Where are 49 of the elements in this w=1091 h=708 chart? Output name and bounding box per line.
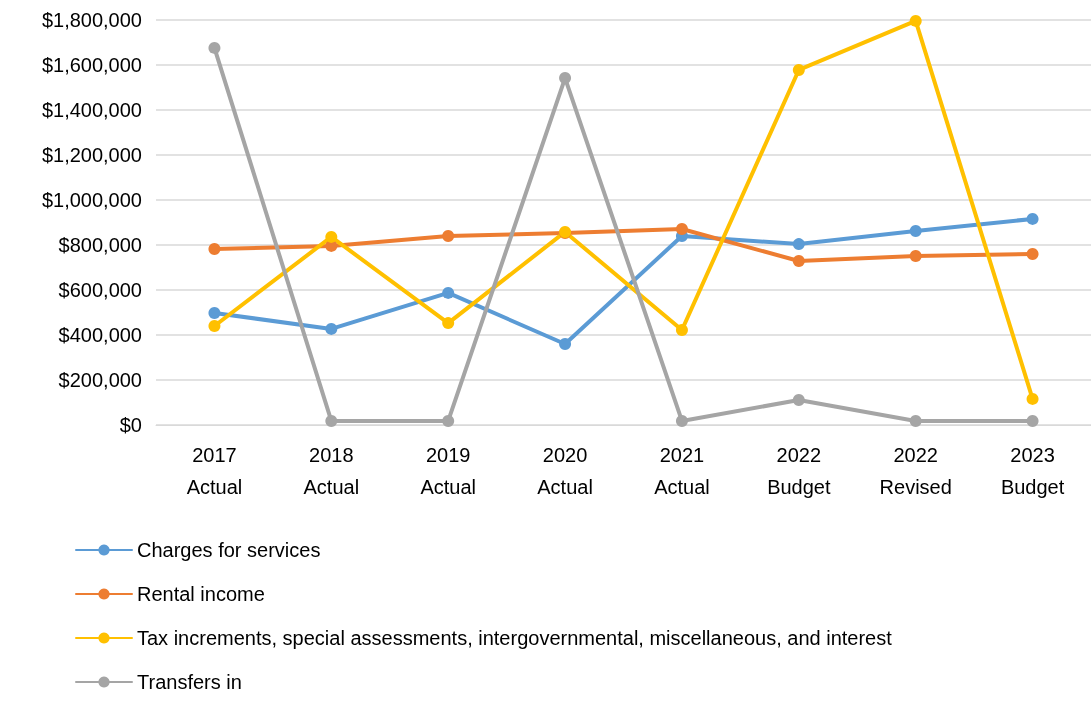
- point: [1026, 212, 1039, 225]
- point: [792, 254, 805, 267]
- point: [208, 41, 221, 54]
- point: [208, 320, 221, 332]
- point: [675, 324, 688, 337]
- y-tick-label: $1,400,000: [41, 99, 142, 121]
- y-tick-label: $1,800,000: [41, 9, 142, 31]
- point: [909, 250, 922, 263]
- point: [1026, 248, 1039, 260]
- point: [325, 322, 338, 335]
- x-tick-label: 2022 Revised: [879, 444, 952, 498]
- y-tick-label: $200,000: [58, 369, 142, 391]
- y-tick-label: $1,000,000: [41, 189, 142, 211]
- x-tick-label: 2018 Actual: [303, 444, 360, 498]
- point: [442, 230, 455, 242]
- point: [208, 306, 221, 319]
- y-tick-label: $800,000: [58, 234, 142, 256]
- legend-label: Transfers in: [137, 671, 242, 693]
- point: [325, 414, 338, 427]
- y-tick-label: $600,000: [58, 279, 142, 301]
- point: [792, 63, 805, 76]
- point: [909, 414, 922, 427]
- legend-label: Charges for services: [137, 539, 321, 561]
- x-tick-label: 2021 Actual: [654, 444, 710, 498]
- point: [208, 243, 221, 256]
- point: [909, 14, 922, 27]
- point: [1026, 392, 1039, 405]
- x-tick-label: 2023 Budget: [1000, 444, 1065, 498]
- point: [1026, 414, 1039, 427]
- legend-label: Tax increments, special assessments, intergovernmental, miscellaneous, and interest: [137, 627, 893, 649]
- point: [792, 238, 805, 251]
- y-tick-label: $400,000: [58, 324, 142, 346]
- point: [325, 230, 338, 243]
- x-tick-label: 2020 Actual: [537, 444, 593, 498]
- point: [792, 394, 805, 407]
- y-tick-label: $1,600,000: [41, 54, 142, 76]
- point: [442, 286, 455, 299]
- x-tick-label: 2017 Actual: [186, 444, 243, 498]
- point: [442, 414, 455, 427]
- point: [675, 223, 688, 236]
- x-tick-label: 2022 Budget: [767, 444, 831, 498]
- point: [909, 225, 922, 238]
- point: [559, 338, 572, 350]
- legend-label: Rental income: [137, 583, 265, 605]
- y-tick-label: $1,200,000: [41, 144, 142, 166]
- point: [442, 317, 455, 330]
- x-tick-label: 2019 Actual: [420, 444, 476, 498]
- y-tick-label: $0: [119, 414, 142, 436]
- point: [675, 414, 688, 427]
